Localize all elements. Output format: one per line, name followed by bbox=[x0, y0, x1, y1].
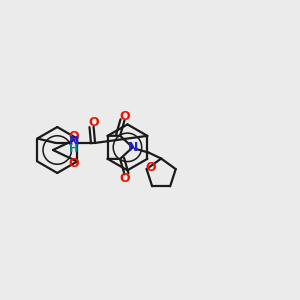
Text: O: O bbox=[119, 172, 130, 185]
Text: O: O bbox=[68, 130, 79, 143]
Text: O: O bbox=[68, 157, 79, 170]
Text: O: O bbox=[119, 110, 130, 123]
Text: N: N bbox=[128, 141, 138, 154]
Text: O: O bbox=[88, 116, 99, 129]
Text: N: N bbox=[69, 135, 79, 148]
Text: O: O bbox=[146, 161, 156, 174]
Text: H: H bbox=[69, 144, 79, 154]
